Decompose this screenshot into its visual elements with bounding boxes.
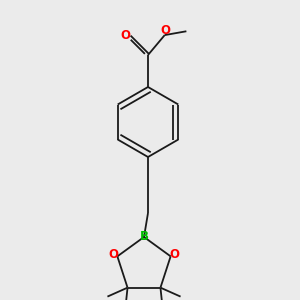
- Text: O: O: [121, 29, 130, 42]
- Text: O: O: [169, 248, 180, 261]
- Text: O: O: [108, 248, 118, 261]
- Text: B: B: [140, 230, 148, 244]
- Text: O: O: [161, 24, 171, 37]
